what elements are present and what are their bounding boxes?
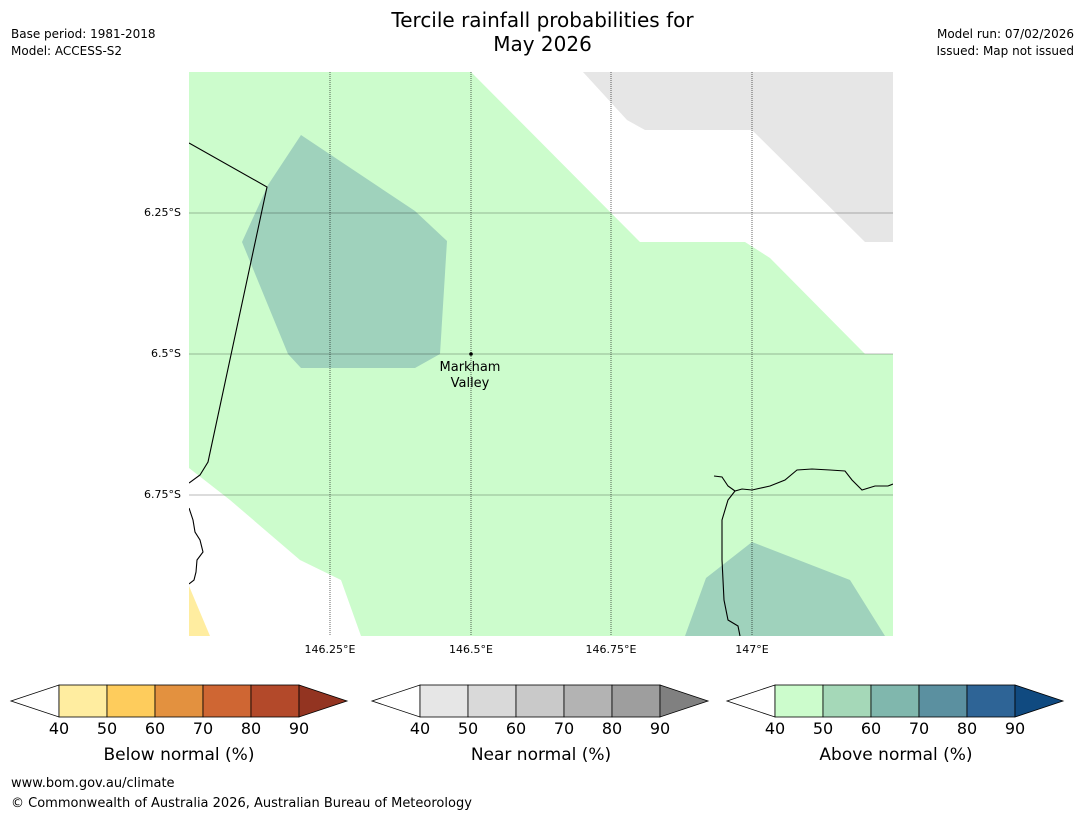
colorbar-title-below: Below normal (%) (103, 745, 255, 765)
colorbar-segment (870, 684, 920, 718)
colorbar-tick-label: 70 (908, 719, 930, 738)
coastline-east (713, 468, 893, 492)
lat-label-6-25: 6.25°S (144, 206, 181, 219)
colorbar-tick-label: 70 (192, 719, 214, 738)
colorbar-extend-high (298, 684, 349, 718)
above-normal-50-60-region-south (685, 542, 885, 636)
colorbar-extend-high (1014, 684, 1065, 718)
colorbar-tick-label: 50 (457, 719, 479, 738)
lat-label-6-75: 6.75°S (144, 488, 181, 501)
colorbar-segment (918, 684, 968, 718)
colorbar-segment (250, 684, 300, 718)
place-label-line1: Markham (439, 360, 501, 375)
below-normal-40-50-region (189, 586, 210, 636)
colorbar-tick-label: 40 (409, 719, 431, 738)
province-boundary (189, 142, 268, 484)
colorbar-tick-label: 80 (601, 719, 623, 738)
colorbar-segment (106, 684, 156, 718)
footer-copyright: © Commonwealth of Australia 2026, Austra… (11, 796, 472, 811)
colorbar-segment (202, 684, 252, 718)
map-title-line1: Tercile rainfall probabilities for (391, 8, 694, 32)
lon-label-146-25: 146.25°E (304, 643, 356, 656)
colorbar-tick-label: 60 (505, 719, 527, 738)
colorbar-segment (467, 684, 517, 718)
colorbar-segment (563, 684, 613, 718)
colorbar-segment (774, 684, 824, 718)
colorbar-tick-label: 60 (144, 719, 166, 738)
issued-status: Issued: Map not issued (936, 44, 1074, 58)
colorbars (9, 684, 1065, 718)
colorbar-tick-label: 50 (812, 719, 834, 738)
lat-label-6-5: 6.5°S (151, 347, 181, 360)
place-label-line2: Valley (450, 376, 490, 391)
model-run: Model run: 07/02/2026 (936, 27, 1074, 41)
footer-url: www.bom.gov.au/climate (11, 776, 175, 791)
colorbar-tick-label: 90 (649, 719, 671, 738)
coastline-west (189, 507, 204, 585)
colorbar-near-normal (370, 684, 710, 718)
place-marker (469, 352, 473, 356)
colorbar-segment (419, 684, 469, 718)
near-normal-40-50-region (583, 72, 893, 242)
colorbar-tick-label: 40 (48, 719, 70, 738)
colorbar-segment (58, 684, 108, 718)
colorbar-segment (611, 684, 661, 718)
base-period: Base period: 1981-2018 (11, 27, 156, 41)
colorbar-tick-label: 50 (96, 719, 118, 738)
map-title: Tercile rainfall probabilities for May 2… (0, 8, 1085, 56)
colorbar-title-near: Near normal (%) (470, 745, 612, 765)
colorbar-tick-label: 90 (288, 719, 310, 738)
river (721, 490, 741, 636)
above-normal-50-60-region-north (242, 135, 447, 368)
meta-right: Model run: 07/02/2026 Issued: Map not is… (936, 26, 1074, 60)
map-title-line2: May 2026 (493, 32, 592, 56)
colorbar-below-normal (9, 684, 349, 718)
colorbar-segment (966, 684, 1016, 718)
colorbar-above-normal (725, 684, 1065, 718)
model-name: Model: ACCESS-S2 (11, 44, 123, 58)
colorbar-segment (822, 684, 872, 718)
colorbar-segment (154, 684, 204, 718)
colorbar-extend-high (659, 684, 710, 718)
map-panel (189, 72, 893, 636)
colorbar-extend-low (9, 684, 60, 718)
colorbar-tick-label: 80 (956, 719, 978, 738)
colorbar-tick-label: 90 (1004, 719, 1026, 738)
colorbar-tick-label: 60 (860, 719, 882, 738)
colorbar-title-above: Above normal (%) (819, 745, 973, 765)
lon-label-147: 147°E (735, 643, 769, 656)
colorbar-tick-label: 80 (240, 719, 262, 738)
colorbar-tick-label: 70 (553, 719, 575, 738)
colorbar-extend-low (370, 684, 421, 718)
place-label: Markham Valley (415, 360, 525, 392)
meta-left: Base period: 1981-2018 Model: ACCESS-S2 (11, 26, 156, 60)
colorbar-segment (515, 684, 565, 718)
lon-label-146-5: 146.5°E (449, 643, 493, 656)
colorbar-tick-label: 40 (764, 719, 786, 738)
colorbar-extend-low (725, 684, 776, 718)
lon-label-146-75: 146.75°E (585, 643, 637, 656)
